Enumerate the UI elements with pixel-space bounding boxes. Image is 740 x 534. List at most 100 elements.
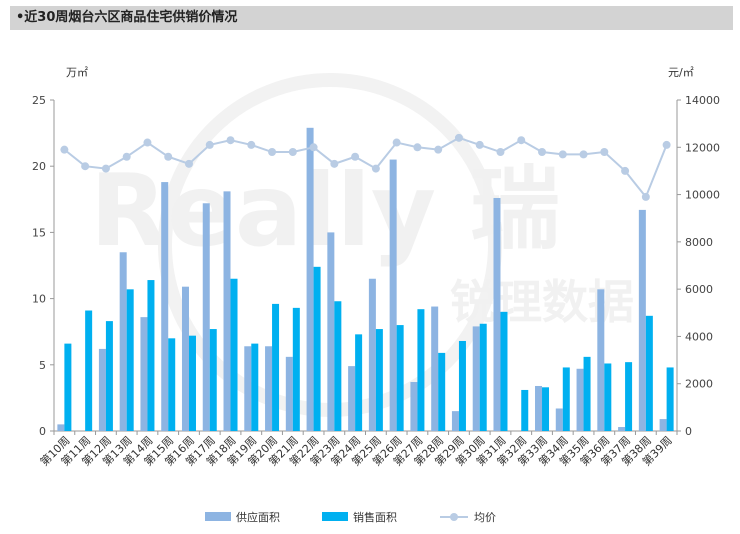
sales-bar — [542, 387, 550, 431]
left-tick-label: 5 — [39, 359, 46, 372]
price-point — [101, 164, 110, 173]
price-point — [351, 152, 360, 161]
price-point — [621, 166, 630, 175]
price-point — [226, 136, 235, 145]
price-point — [247, 140, 256, 149]
price-point — [143, 138, 152, 147]
sales-bar — [666, 367, 674, 431]
price-point — [330, 159, 339, 168]
sales-bar — [126, 289, 134, 431]
legend-supply-swatch — [205, 512, 231, 521]
price-point — [413, 143, 422, 152]
sales-bar — [500, 311, 508, 431]
supply-bar — [493, 197, 501, 431]
supply-bar — [140, 317, 148, 431]
supply-bar — [431, 306, 439, 431]
supply-bar — [202, 203, 210, 431]
price-point — [434, 145, 443, 154]
supply-bar — [576, 368, 584, 431]
price-point — [600, 148, 609, 157]
legend-price-marker — [450, 513, 458, 521]
watermark-cn-bottom: 锐理数据 — [450, 275, 634, 329]
supply-bar — [410, 382, 418, 431]
chart-title: •近30周烟台六区商品住宅供销价情况 — [16, 10, 238, 25]
sales-bar — [168, 338, 176, 431]
right-tick-label: 2000 — [685, 378, 713, 391]
supply-bar — [285, 356, 293, 431]
left-axis-unit: 万㎡ — [66, 66, 88, 79]
sales-bar — [251, 343, 259, 431]
right-tick-label: 0 — [685, 425, 692, 438]
price-point — [579, 150, 588, 159]
left-tick-label: 20 — [32, 160, 46, 173]
sales-bar — [625, 362, 633, 431]
sales-bar — [209, 329, 217, 431]
supply-bar — [368, 278, 376, 431]
supply-bar — [327, 232, 335, 431]
sales-bar — [458, 340, 466, 431]
price-point — [371, 164, 380, 173]
supply-bar — [451, 411, 459, 431]
sales-bar — [147, 280, 155, 431]
supply-bar — [306, 127, 314, 431]
left-tick-label: 0 — [39, 425, 46, 438]
left-tick-label: 25 — [32, 94, 46, 107]
right-tick-label: 14000 — [685, 94, 720, 107]
supply-bar — [638, 209, 646, 431]
watermark-brand: Really — [90, 152, 436, 269]
price-point — [641, 192, 650, 201]
sales-bar — [396, 325, 404, 431]
legend-supply-label: 供应面积 — [236, 510, 280, 524]
price-point — [268, 148, 277, 157]
price-point — [538, 148, 547, 157]
price-point — [288, 148, 297, 157]
supply-bar — [265, 346, 273, 431]
left-tick-label: 10 — [32, 293, 46, 306]
sales-bar — [272, 303, 280, 431]
price-point — [392, 138, 401, 147]
sales-bar — [417, 309, 425, 431]
supply-bar — [659, 419, 667, 431]
supply-bar — [181, 286, 189, 431]
price-point — [205, 140, 214, 149]
supply-bar — [535, 385, 543, 431]
price-point — [309, 143, 318, 152]
price-line — [60, 133, 671, 201]
watermark-cn-top: 瑞 — [470, 157, 560, 262]
right-tick-label: 6000 — [685, 283, 713, 296]
right-axis-unit: 元/㎡ — [668, 66, 694, 79]
supply-bar — [223, 191, 231, 431]
price-point — [184, 159, 193, 168]
price-point — [164, 152, 173, 161]
sales-bar — [230, 278, 238, 431]
sales-bar — [313, 266, 321, 431]
supply-bar — [119, 252, 127, 431]
sales-bar — [562, 367, 570, 431]
supply-bar — [57, 424, 65, 431]
x-axis-labels: 第10周第11周第12周第13周第14周第15周第16周第17周第18周第19周… — [37, 433, 675, 468]
price-point — [60, 145, 69, 154]
legend-sales-swatch — [322, 512, 348, 521]
price-point — [81, 162, 90, 171]
axes: 0 5 10 15 20 25 0 2000 4000 6000 8000 10000 12000 140… — [32, 66, 720, 438]
price-point — [475, 140, 484, 149]
left-tick-label: 15 — [32, 226, 46, 239]
sales-bar — [645, 315, 653, 431]
legend-price-label: 均价 — [474, 511, 496, 524]
right-tick-label: 12000 — [685, 141, 720, 154]
legend-sales-label: 销售面积 — [353, 510, 397, 524]
price-point — [662, 140, 671, 149]
sales-bar — [355, 334, 363, 431]
supply-bar — [348, 366, 356, 431]
sales-bar — [334, 301, 342, 431]
supply-bar — [618, 427, 626, 431]
price-point — [122, 152, 131, 161]
sales-bar — [188, 335, 196, 431]
sales-bar — [521, 389, 529, 431]
sales-bar — [85, 310, 93, 431]
right-tick-label: 8000 — [685, 236, 713, 249]
legend: 供应面积 销售面积 均价 — [205, 510, 496, 524]
supply-bar — [597, 289, 605, 431]
supply-bar — [244, 346, 252, 431]
